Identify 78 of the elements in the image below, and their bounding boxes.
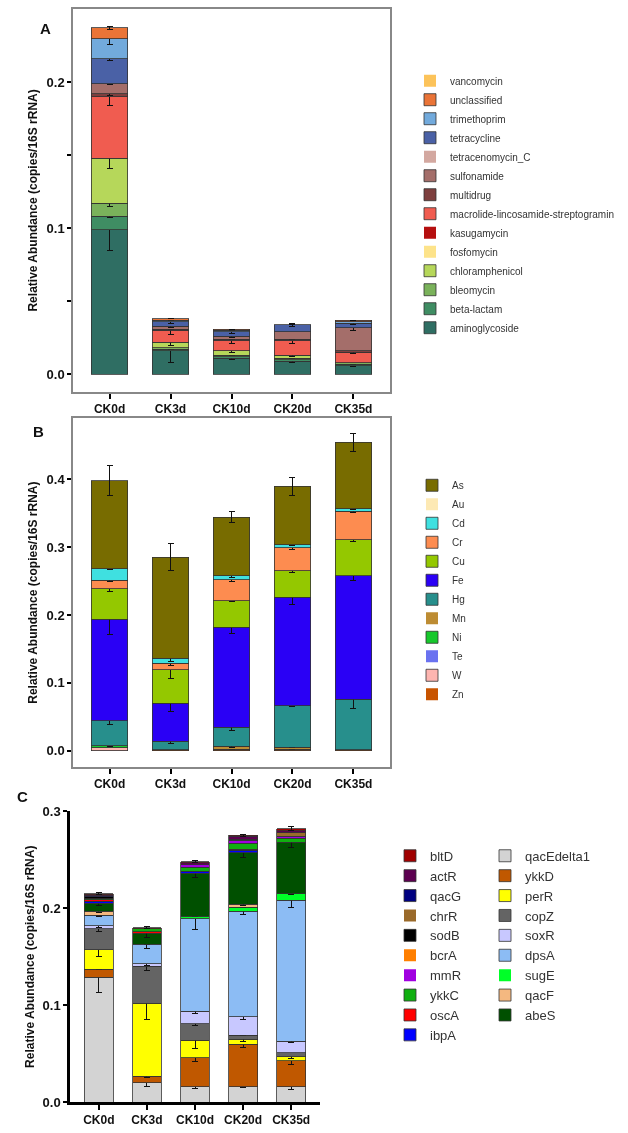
y-tick-label: 0.3 [46,539,65,555]
legend-label: Zn [452,689,464,701]
x-tick-label: CK20d [273,776,312,791]
x-tick-label: CK35d [334,401,373,416]
legend-label: aminoglycoside [450,322,520,334]
x-tick-label: CK20d [224,1113,263,1128]
y-tick-label: 0.3 [42,803,61,819]
x-tick-label: CK10d [175,1113,215,1128]
legend-label: qacF [525,988,554,1004]
x-tick-label: CK3d [154,401,187,416]
legend-label: tetracycline [450,132,502,144]
legend-label: Hg [452,594,465,606]
legend-label: chrR [430,908,458,924]
x-tick-label: CK0d [93,401,126,416]
y-tick-label: 0.2 [46,607,65,623]
legend-label: Au [452,499,465,511]
legend-label: bleomycin [450,284,496,296]
y-tick-label: 0.2 [42,900,61,916]
chart-title: C [17,788,28,805]
legend-label: sodB [430,928,460,944]
x-tick-label: CK3d [131,1113,163,1128]
x-tick-label: CK0d [93,776,126,791]
legend-label: ibpA [430,1027,457,1043]
legend-label: sugE [525,968,555,984]
legend-label: copZ [525,908,554,924]
y-axis-title: Relative Abundance (copies/16S rRNA) [26,481,41,704]
legend-label: Fe [452,575,465,587]
legend-label: chloramphenicol [450,265,523,277]
legend-label: Cr [452,537,464,549]
legend-label: Cu [452,556,465,568]
legend-label: ykkC [430,988,459,1004]
x-tick-label: CK10d [212,401,251,416]
legend-label: qacG [430,888,462,904]
legend-label: Te [452,651,463,663]
legend-label: Cd [452,518,465,530]
legend-label: sulfonamide [450,170,505,182]
legend-label: oscA [430,1008,460,1024]
y-tick-label: 0.4 [46,472,66,488]
legend-label: Mn [452,613,466,625]
chart-title: B [33,423,44,440]
legend-label: macrolide-lincosamide-streptogramin [450,208,614,220]
legend-label: bltD [430,848,454,864]
legend-label: Ni [452,632,462,644]
legend-label: actR [430,868,457,884]
x-tick-label: CK35d [334,776,373,791]
legend-label: multidrug [450,189,492,201]
legend-label: As [452,480,464,492]
text: A [40,20,51,37]
y-tick-label: 0.1 [46,220,65,236]
x-tick-label: CK20d [273,401,312,416]
y-tick-label: 0.2 [46,74,65,90]
legend-label: tetracenomycin_C [450,151,531,163]
legend-label: unclassified [450,94,503,106]
legend-label: ykkD [525,868,554,884]
legend-label: trimethoprim [450,113,506,125]
legend-label: qacEdelta1 [525,848,591,864]
legend-label: mmR [430,968,462,984]
legend-label: bcrA [430,948,458,964]
y-tick-label: 0.1 [42,997,61,1013]
legend-label: W [452,670,462,682]
x-tick-label: CK3d [154,776,187,791]
legend-label: perR [525,888,554,904]
y-tick-label: 0.0 [46,743,65,759]
y-tick-label: 0.0 [42,1094,61,1110]
legend-label: vancomycin [450,75,503,87]
legend-label: fosfomycin [450,246,498,258]
y-axis-title: Relative Abundance (copies/16S rRNA) [22,845,37,1068]
y-tick-label: 0.0 [46,366,65,382]
x-tick-label: CK10d [212,776,251,791]
y-axis-title: Relative Abundance (copies/16S rRNA) [26,89,41,312]
x-tick-label: CK35d [272,1113,311,1128]
x-tick-label: CK0d [83,1113,115,1128]
legend-label: beta-lactam [450,303,503,315]
legend-label: kasugamycin [450,227,509,239]
legend-label: soxR [525,928,555,944]
y-tick-label: 0.1 [46,675,65,691]
legend-label: dpsA [525,948,555,964]
legend-label: abeS [525,1008,556,1024]
